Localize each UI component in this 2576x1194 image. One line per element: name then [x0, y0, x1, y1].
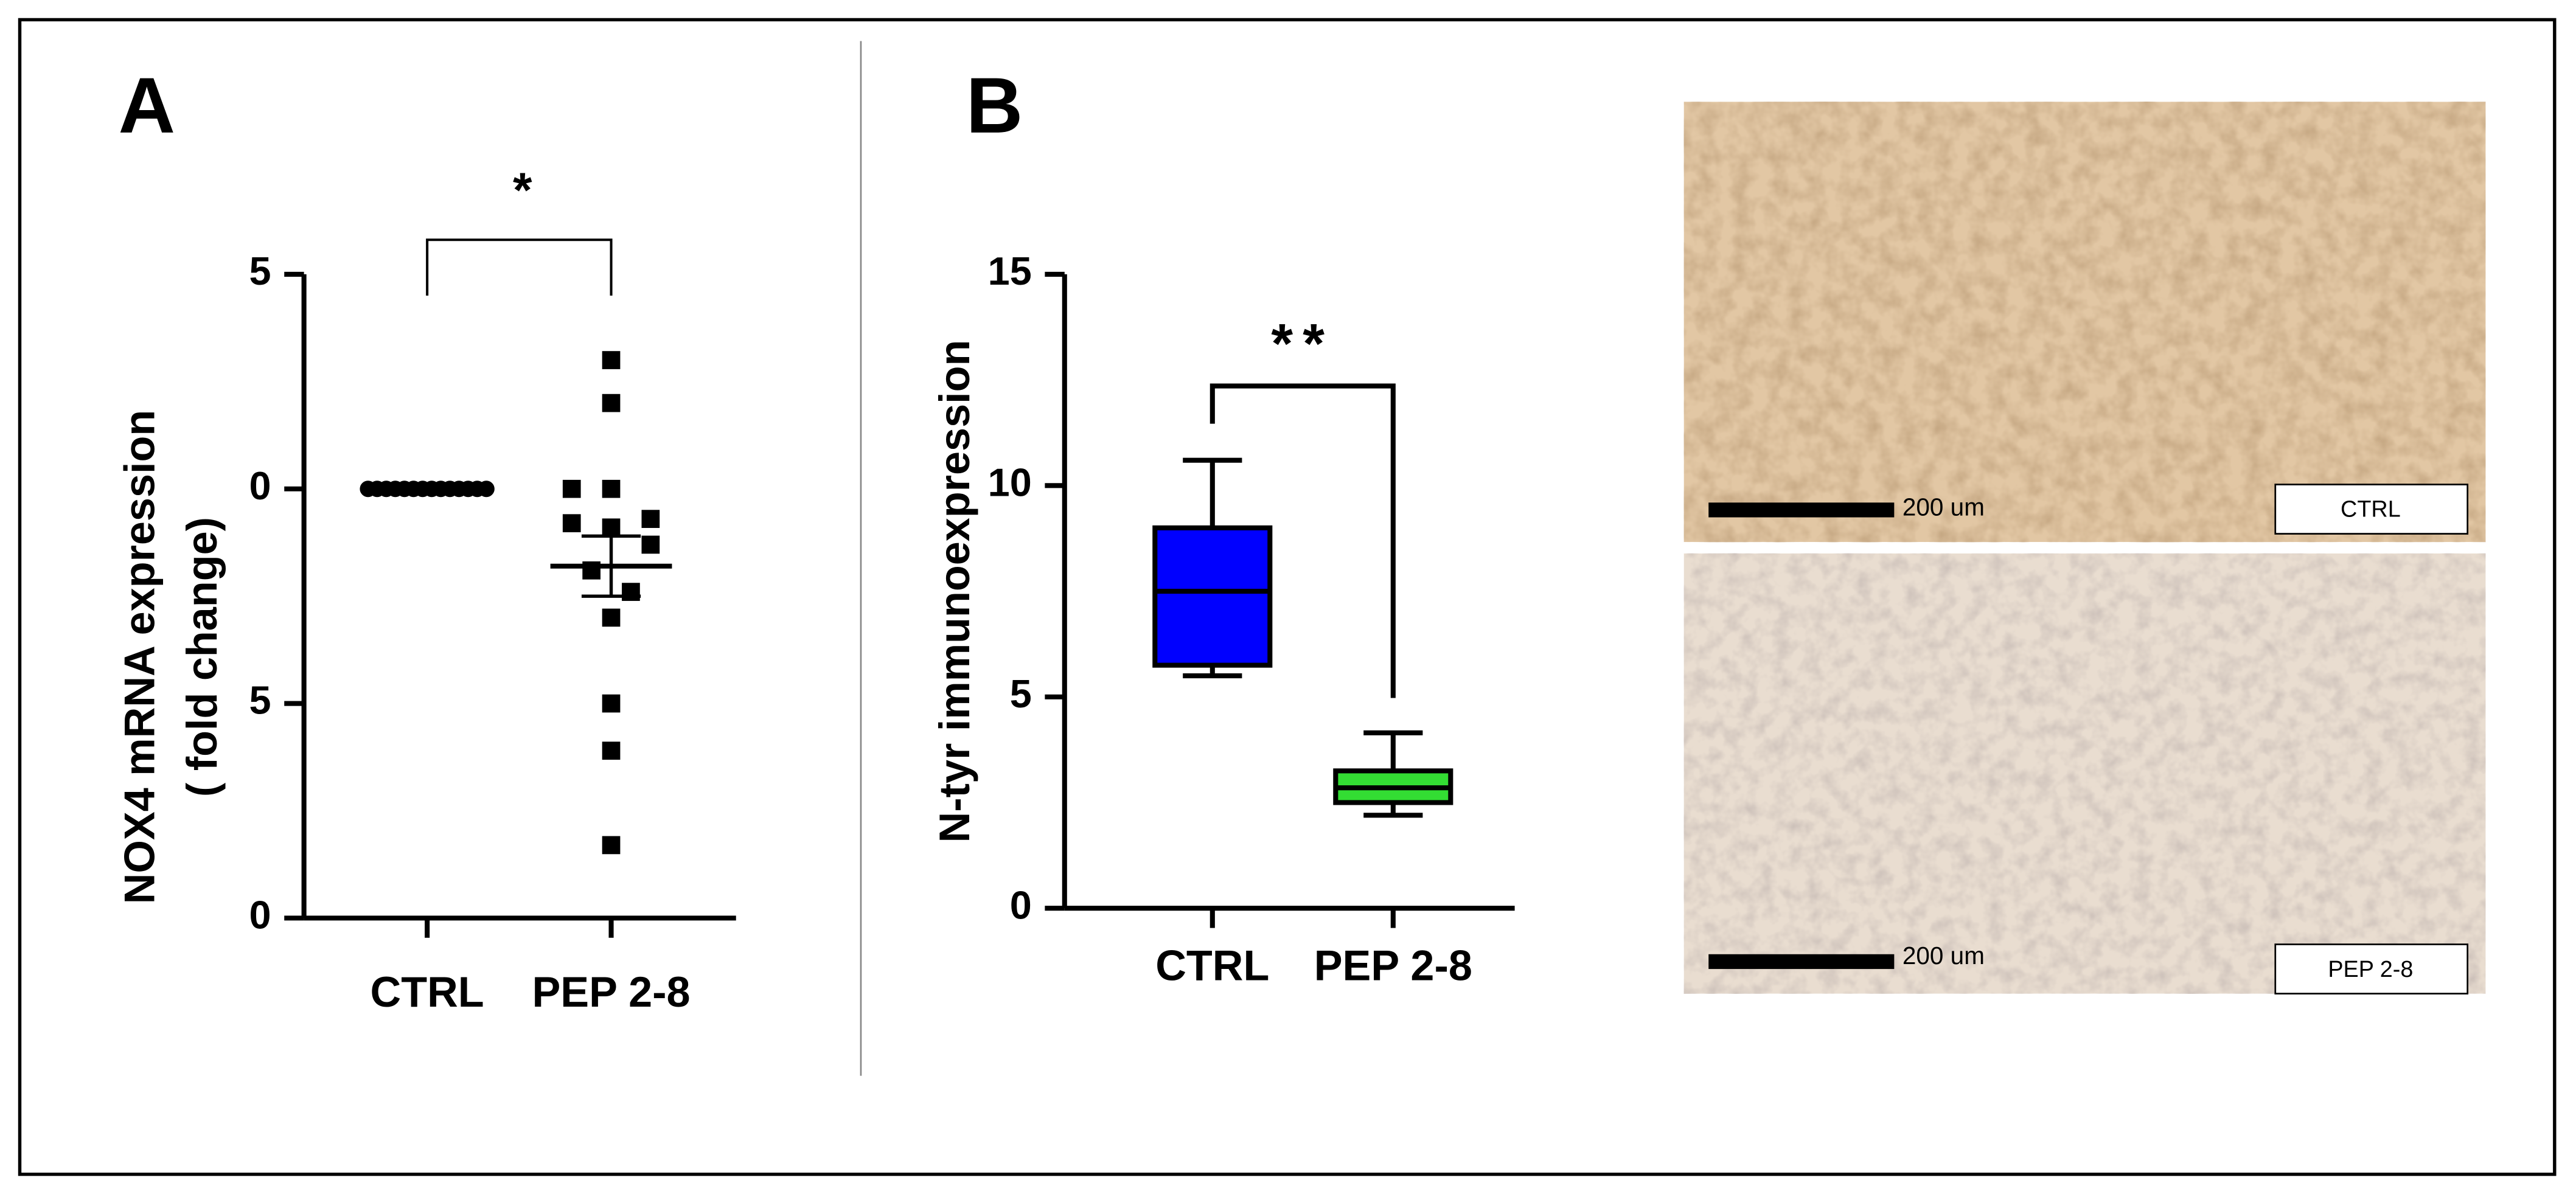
- x-tick-label: PEP 2-8: [532, 968, 690, 1016]
- y-tick-label: 15: [988, 249, 1032, 293]
- micrograph-texture: [1683, 102, 2486, 543]
- y-tick-label: 0: [249, 463, 271, 508]
- image-label: PEP 2-8: [2328, 957, 2413, 982]
- y-tick-label: 5: [249, 678, 271, 723]
- panel-letter: B: [966, 62, 1023, 150]
- data-point: [602, 608, 621, 627]
- image-label-box: [2274, 484, 2469, 535]
- data-point: [602, 394, 621, 412]
- data-point: [602, 741, 621, 760]
- x-tick-label: CTRL: [371, 968, 484, 1016]
- x-tick-label: PEP 2-8: [1314, 942, 1472, 990]
- data-point: [602, 479, 621, 498]
- y-axis-label: NOX4 mRNA expression: [116, 410, 164, 904]
- data-point: [602, 351, 621, 369]
- scale-bar-label: 200 um: [1902, 493, 1985, 521]
- significance: *: [513, 163, 532, 218]
- y-tick-label: 0: [1010, 883, 1032, 927]
- scale-bar: [1708, 502, 1895, 518]
- y-axis-label: N-tyr immunoexpression: [930, 340, 978, 843]
- data-point: [562, 479, 581, 498]
- data-point: [602, 836, 621, 855]
- significance-bracket: [426, 238, 613, 296]
- data-point: [562, 514, 581, 533]
- data-point: [641, 510, 660, 528]
- box: [1152, 525, 1273, 668]
- image-label-box: [2274, 943, 2469, 994]
- micrograph-texture: [1683, 553, 2486, 994]
- x-tick-label: CTRL: [1155, 942, 1269, 990]
- data-point: [602, 518, 621, 537]
- y-tick-label: 0: [249, 893, 271, 937]
- scale-bar-label: 200 um: [1902, 942, 1985, 970]
- scale-bar: [1708, 954, 1895, 970]
- panel-letter: A: [119, 62, 176, 150]
- y-tick-label: 5: [249, 249, 271, 293]
- significance: **: [1271, 313, 1334, 375]
- y-axis-label: ( fold change): [178, 517, 226, 797]
- data-point: [641, 535, 660, 554]
- significance-bracket: [1210, 383, 1396, 698]
- y-tick-label: 5: [1010, 672, 1032, 716]
- data-point: [622, 583, 640, 601]
- image-label: CTRL: [2341, 497, 2401, 522]
- y-tick-label: 10: [988, 460, 1032, 504]
- data-point: [602, 694, 621, 713]
